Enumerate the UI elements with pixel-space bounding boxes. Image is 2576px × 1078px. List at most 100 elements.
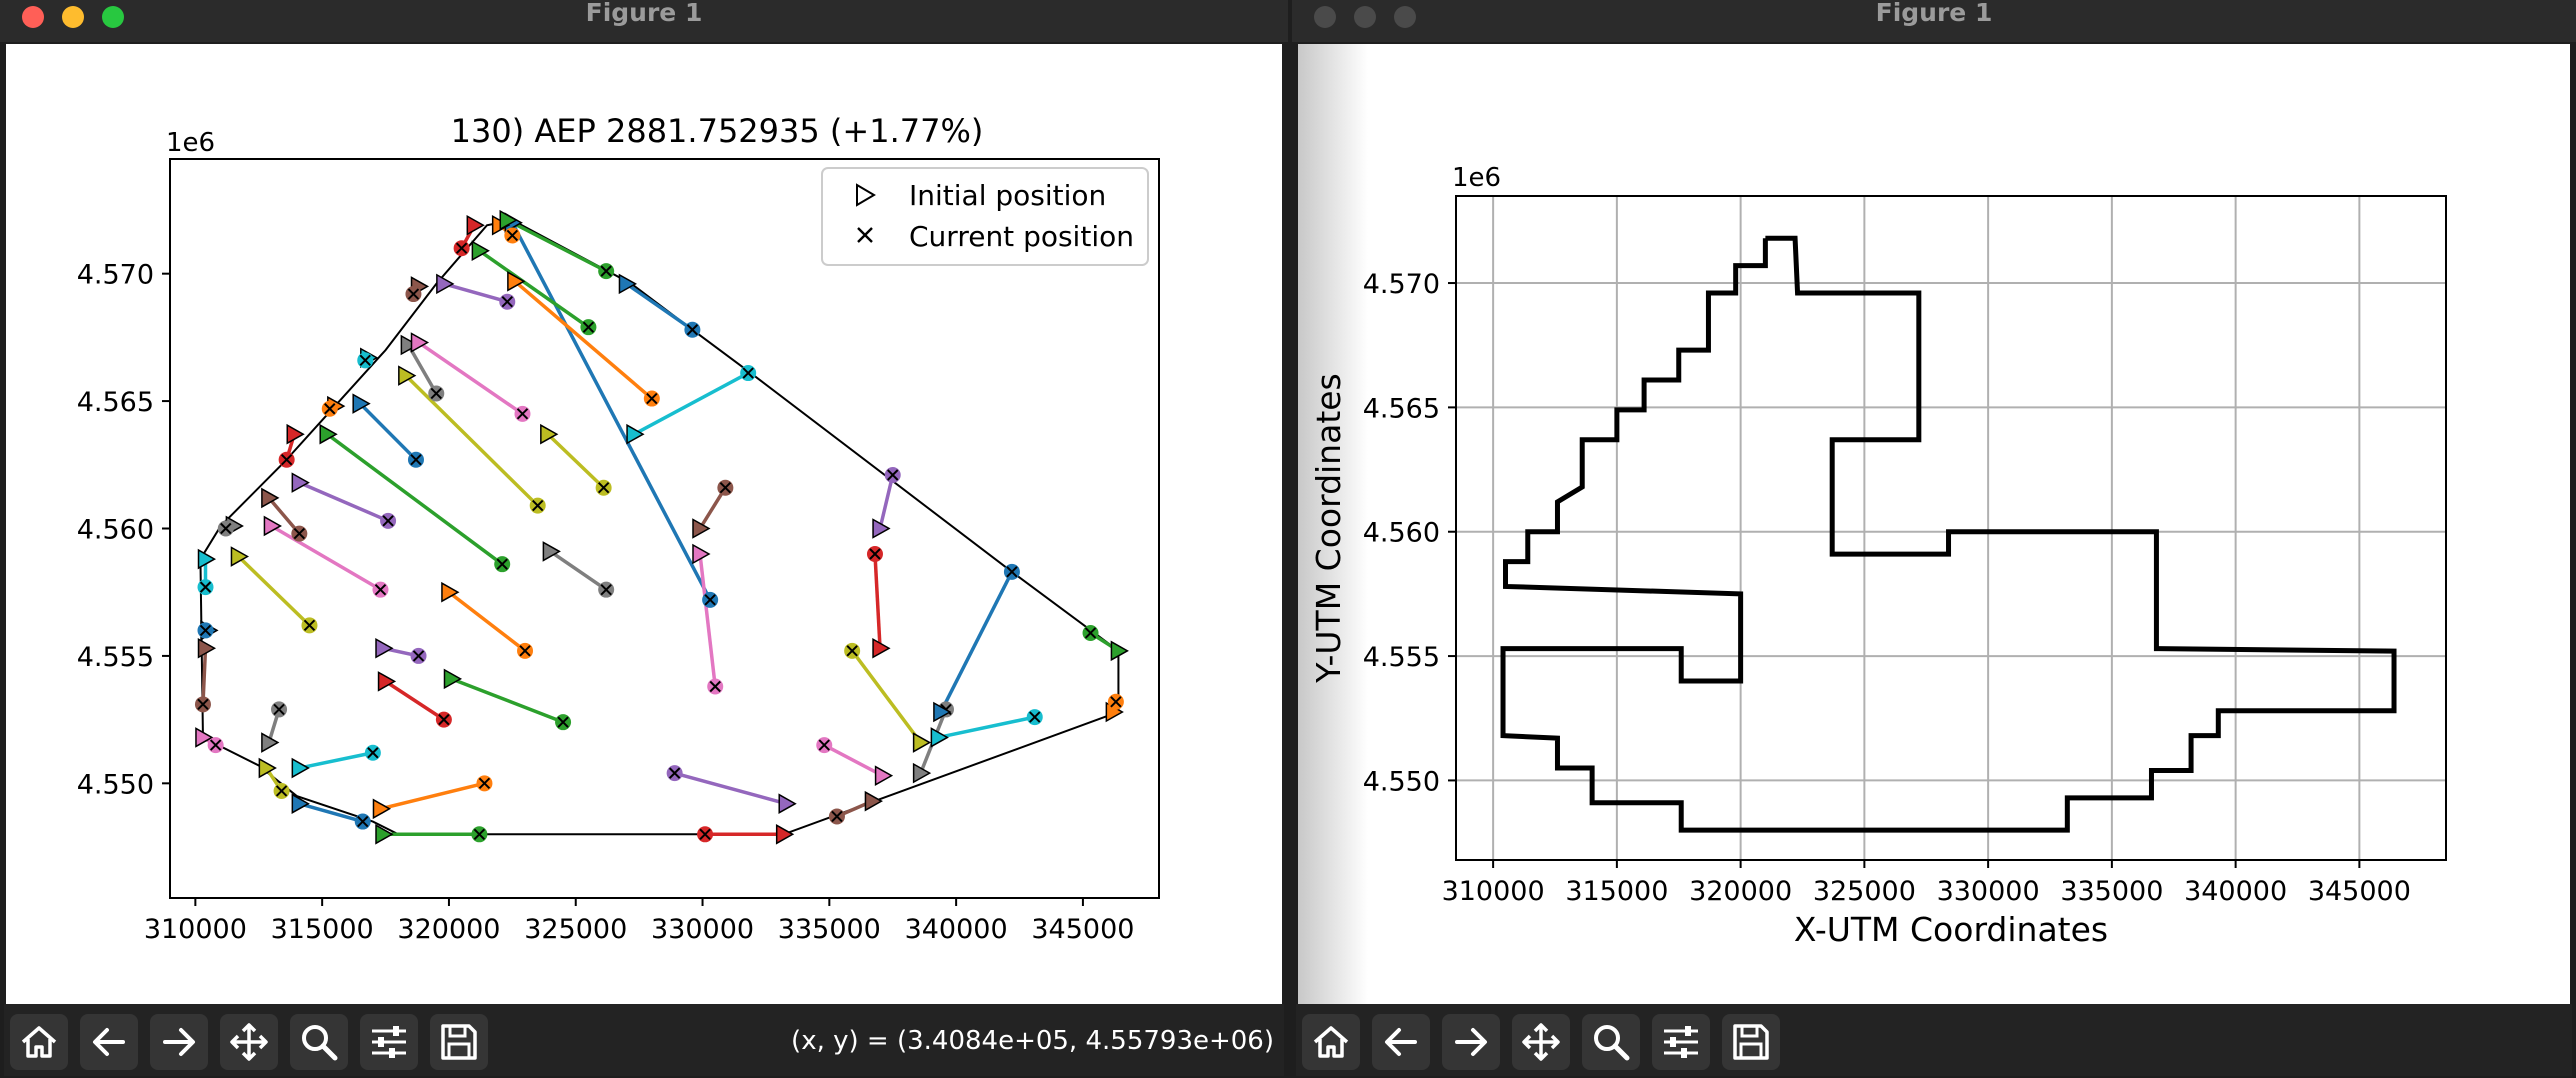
current-position-marker [303, 619, 316, 632]
pan-icon [230, 1023, 268, 1061]
save-button[interactable] [430, 1014, 488, 1070]
zoom-button[interactable] [1582, 1014, 1640, 1070]
turbine-path [201, 648, 208, 705]
zoom-icon [302, 1025, 338, 1061]
back-button[interactable] [1372, 1014, 1430, 1070]
save-icon [441, 1024, 477, 1060]
optimization-plot[interactable]: 130) AEP 2881.752935 (+1.77%) 1e6 310000… [6, 44, 1282, 1004]
turbine-path [270, 524, 382, 592]
y-offset-label: 1e6 [166, 128, 215, 158]
zoom-button[interactable] [290, 1014, 348, 1070]
initial-position-marker [471, 240, 490, 262]
x-tick-label: 345000 [2308, 876, 2411, 907]
turbine-path [823, 743, 884, 778]
turbine-path [478, 249, 590, 329]
turbine-path [510, 221, 712, 601]
minimize-window-button[interactable] [1354, 6, 1376, 28]
minimize-window-button[interactable] [62, 6, 84, 28]
save-button[interactable] [1722, 1014, 1780, 1070]
home-button[interactable] [10, 1014, 68, 1070]
zoom-window-button[interactable] [1394, 6, 1416, 28]
turbine-path [358, 402, 418, 461]
initial-position-marker [692, 518, 711, 539]
turbine-path [326, 432, 504, 566]
current-position-marker [280, 453, 293, 466]
legend: Initial position Current position [821, 167, 1149, 266]
initial-position-marker [263, 515, 282, 537]
initial-position-marker [499, 209, 518, 231]
window-title: Figure 1 [585, 0, 703, 27]
y-tick-label: 4.570 [1363, 269, 1440, 300]
initial-position-marker [933, 701, 952, 723]
x-tick-label: 340000 [905, 914, 1008, 945]
close-window-button[interactable] [22, 6, 44, 28]
initial-position-marker [436, 273, 455, 295]
legend-initial-position: Initial position [909, 179, 1106, 212]
home-button[interactable] [1302, 1014, 1360, 1070]
legend-triangle-marker [856, 183, 876, 207]
turbine-path [698, 553, 717, 687]
initial-position-marker [775, 824, 795, 845]
initial-position-marker [319, 423, 338, 445]
turbine-path [878, 474, 895, 529]
back-arrow-icon [1385, 1028, 1417, 1056]
initial-position-marker [692, 543, 711, 565]
current-position-marker [220, 522, 232, 535]
window-titlebar[interactable]: Figure 1 [0, 0, 1288, 42]
current-position-marker [557, 716, 569, 728]
y-tick-label: 4.555 [77, 642, 154, 673]
current-position-marker [293, 527, 306, 540]
turbine-path [633, 371, 750, 436]
pan-button[interactable] [220, 1014, 278, 1070]
figure-window-2: Figure 1 1e6 310000 315000 320000 325000 330… [1292, 0, 2576, 1078]
chart-title: 130) AEP 2881.752935 (+1.77%) [451, 112, 984, 150]
current-position-marker [412, 650, 425, 662]
current-position-marker [709, 680, 721, 693]
current-position-marker [209, 739, 222, 751]
turbine-path [625, 282, 694, 332]
forward-button[interactable] [150, 1014, 208, 1070]
configure-subplots-button[interactable] [1652, 1014, 1710, 1070]
x-tick-label: 310000 [144, 914, 247, 945]
y-tick-label: 4.550 [1363, 766, 1440, 797]
initial-position-marker [258, 757, 277, 779]
turbine-path [447, 590, 527, 653]
navigation-toolbar: (x, y) = (3.4084e+05, 4.55793e+06) [4, 1004, 1284, 1076]
current-position-marker [473, 828, 486, 841]
initial-position-marker [286, 423, 305, 445]
zoom-window-button[interactable] [102, 6, 124, 28]
y-axis-label: Y-UTM Coordinates [1309, 373, 1348, 684]
initial-position-marker [291, 793, 310, 814]
initial-position-marker [626, 423, 645, 445]
current-position-marker [831, 810, 843, 823]
figure-canvas[interactable]: 1e6 310000 315000 320000 325000 330000 335000… [1298, 44, 2570, 1004]
current-position-marker [382, 515, 394, 527]
boundary-polygon [1500, 235, 2397, 833]
initial-position-marker [398, 365, 417, 386]
x-tick-label: 330000 [1937, 876, 2040, 907]
forward-button[interactable] [1442, 1014, 1500, 1070]
initial-position-marker [261, 487, 280, 509]
turbine-path [380, 781, 485, 811]
x-tick-label: 330000 [651, 914, 754, 945]
axes-frame [169, 158, 1160, 899]
turbine-path [404, 374, 539, 507]
current-position-marker [600, 265, 612, 277]
close-window-button[interactable] [1314, 6, 1336, 28]
pan-button[interactable] [1512, 1014, 1570, 1070]
initial-position-marker [441, 581, 460, 603]
cursor-coordinates: (x, y) = (3.4084e+05, 4.55793e+06) [791, 1026, 1274, 1056]
window-titlebar[interactable]: Figure 1 [1292, 0, 2576, 42]
boundary-plot[interactable]: 1e6 310000 315000 320000 325000 330000 335000… [1298, 44, 2570, 1004]
configure-subplots-button[interactable] [360, 1014, 418, 1070]
current-position-marker [496, 558, 508, 570]
turbine-path [237, 555, 311, 627]
turbine-path [417, 341, 524, 416]
initial-position-marker [372, 798, 392, 820]
initial-position-marker [261, 732, 280, 753]
turbine-path [850, 649, 923, 744]
figure-canvas[interactable]: 130) AEP 2881.752935 (+1.77%) 1e6 310000… [6, 44, 1282, 1004]
initial-position-marker [618, 273, 637, 295]
current-position-marker [869, 548, 881, 560]
back-button[interactable] [80, 1014, 138, 1070]
